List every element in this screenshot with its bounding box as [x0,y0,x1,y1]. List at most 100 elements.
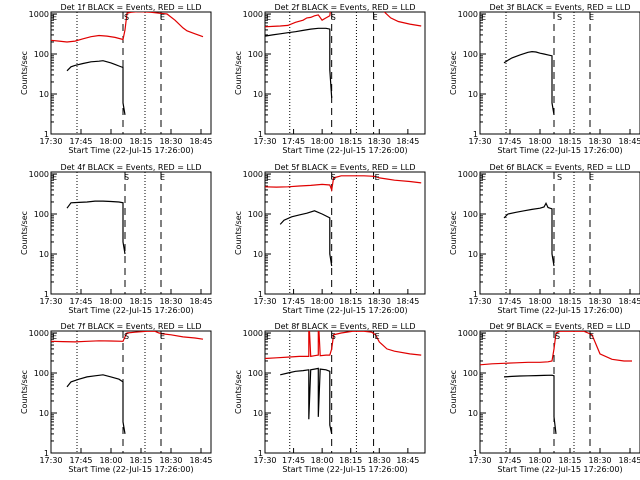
y-tick-label: 1 [44,290,49,299]
marker-label-S: S [331,13,336,22]
y-axis-label: Counts/sec [449,211,458,255]
x-axis-label: Start Time (22-Jul-15 17:26:00) [497,306,622,315]
detector-panel-6: Det 6f BLACK = Events, RED = LLD 1 10 100 10… [449,163,640,315]
marker-label-S: S [124,173,129,182]
y-axis-label: Counts/sec [234,51,243,95]
y-tick-label: 1000 [243,329,263,338]
marker-label-S: S [557,173,562,182]
y-tick-label: 1000 [458,10,478,19]
x-tick-label: 18:45 [189,456,212,465]
x-tick-label: 17:45 [498,297,521,306]
x-tick-label: 18:30 [159,297,182,306]
series-events [265,27,333,98]
marker-label-S: S [331,332,336,341]
y-tick-label: 100 [34,369,49,378]
plot-frame [479,171,640,295]
y-tick-label: 100 [248,369,263,378]
detector-panel-5: Det 5f BLACK = Events, RED = LLD 1 10 100 10… [234,163,426,315]
x-tick-label: 17:30 [253,137,276,146]
y-tick-label: 100 [463,50,478,59]
series-events [503,201,555,267]
marker-label-S: S [555,332,560,341]
x-tick-label: 17:30 [468,456,491,465]
x-tick-label: 18:30 [159,137,182,146]
series-lld [265,331,422,360]
x-tick-label: 17:45 [282,297,305,306]
x-tick-label: 18:30 [588,456,611,465]
y-tick-label: 10 [39,250,49,259]
marker-label-E: E [52,332,57,341]
y-tick-label: 1 [473,290,478,299]
marker-label-S: S [557,13,562,22]
x-axis-label: Start Time (22-Jul-15 17:26:00) [497,465,622,474]
marker-label-E: E [589,13,594,22]
y-tick-label: 10 [253,409,263,418]
x-tick-label: 18:00 [311,456,334,465]
x-tick-label: 18:30 [588,137,611,146]
y-tick-label: 1000 [243,10,263,19]
series-lld [265,12,422,28]
x-tick-label: 18:15 [339,137,362,146]
x-tick-label: 18:45 [189,297,212,306]
x-tick-label: 18:00 [99,137,122,146]
plot-frame [264,330,426,454]
panel-title: Det 4f BLACK = Events, RED = LLD [60,163,201,172]
y-tick-label: 100 [463,210,478,219]
x-tick-label: 18:00 [528,297,551,306]
x-tick-label: 18:00 [311,297,334,306]
panel-title: Det 5f BLACK = Events, RED = LLD [274,163,415,172]
marker-label-E: E [266,173,271,182]
y-tick-label: 10 [39,409,49,418]
x-tick-label: 17:45 [69,137,92,146]
marker-label-E: E [266,332,271,341]
detector-panel-2: Det 2f BLACK = Events, RED = LLD 1 10 100 10… [234,3,426,155]
marker-label-E: E [481,13,486,22]
detector-panel-8: Det 8f BLACK = Events, RED = LLD 1 10 100 10… [234,322,426,474]
detector-panel-1: Det 1f BLACK = Events, RED = LLD 1 10 100 10… [20,3,213,155]
y-tick-label: 100 [248,210,263,219]
series-events [66,60,126,115]
y-tick-label: 1000 [29,10,49,19]
y-tick-label: 1 [44,130,49,139]
x-tick-label: 18:00 [99,456,122,465]
x-axis-label: Start Time (22-Jul-15 17:26:00) [68,465,193,474]
x-tick-label: 18:45 [396,297,419,306]
y-axis-label: Counts/sec [20,370,29,414]
detector-panel-4: Det 4f BLACK = Events, RED = LLD 1 10 100 10… [20,163,213,315]
detector-panel-3: Det 3f BLACK = Events, RED = LLD 1 10 100 10… [449,3,640,155]
y-tick-label: 100 [34,210,49,219]
marker-label-E: E [589,332,594,341]
x-tick-label: 17:30 [253,456,276,465]
x-tick-label: 17:30 [253,297,276,306]
x-axis-label: Start Time (22-Jul-15 17:26:00) [497,146,622,155]
panel-title: Det 2f BLACK = Events, RED = LLD [274,3,415,12]
marker-label-S: S [124,13,129,22]
plot-frame [479,330,640,454]
x-tick-label: 18:00 [528,456,551,465]
y-tick-label: 1000 [29,170,49,179]
y-tick-label: 1 [258,449,263,458]
y-tick-label: 100 [34,50,49,59]
x-tick-label: 18:45 [618,456,640,465]
panel-title: Det 1f BLACK = Events, RED = LLD [60,3,201,12]
y-tick-label: 100 [463,369,478,378]
series-lld [51,12,204,43]
x-tick-label: 18:45 [618,137,640,146]
series-events [503,50,555,115]
x-tick-label: 18:15 [339,297,362,306]
marker-label-E: E [375,332,380,341]
x-axis-label: Start Time (22-Jul-15 17:26:00) [68,146,193,155]
x-axis-label: Start Time (22-Jul-15 17:26:00) [282,465,407,474]
plot-frame [50,171,212,295]
x-tick-label: 18:45 [189,137,212,146]
marker-label-E: E [160,332,165,341]
y-tick-label: 1 [44,449,49,458]
x-tick-label: 18:45 [396,456,419,465]
x-tick-label: 18:15 [129,297,152,306]
marker-label-S: S [331,173,336,182]
x-tick-label: 18:45 [396,137,419,146]
series-lld [265,175,422,193]
series-events [66,200,126,255]
y-tick-label: 1 [258,130,263,139]
